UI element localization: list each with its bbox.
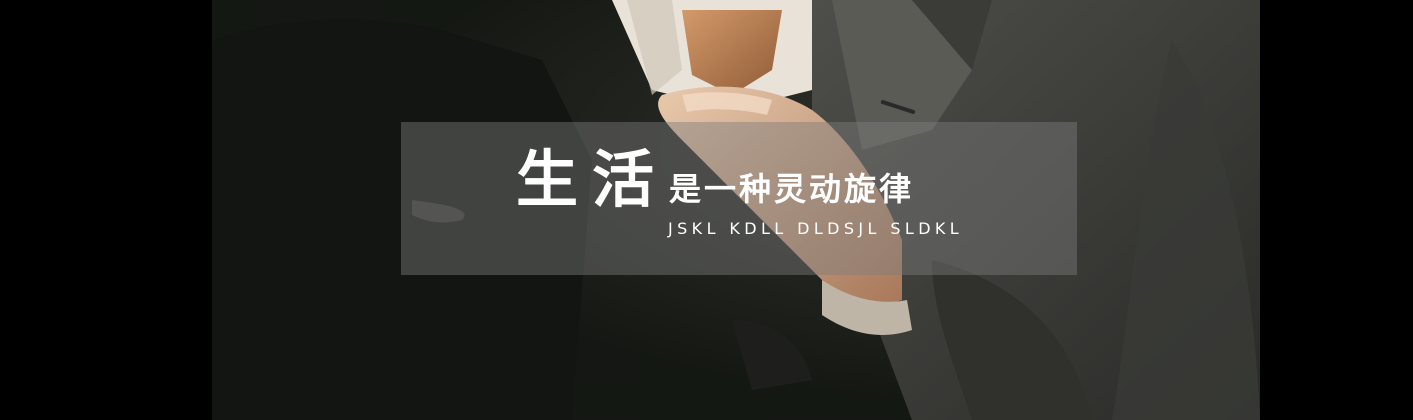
caption-panel xyxy=(401,122,1077,275)
headline-small-text: 是一种灵动旋律 xyxy=(669,170,915,208)
suit-photo-illustration xyxy=(212,0,1260,420)
subline-text: JSKL KDLL DLDSJL SLDKL xyxy=(668,219,964,238)
headline-big-text: 生活 xyxy=(516,143,669,216)
banner-photo xyxy=(212,0,1260,420)
